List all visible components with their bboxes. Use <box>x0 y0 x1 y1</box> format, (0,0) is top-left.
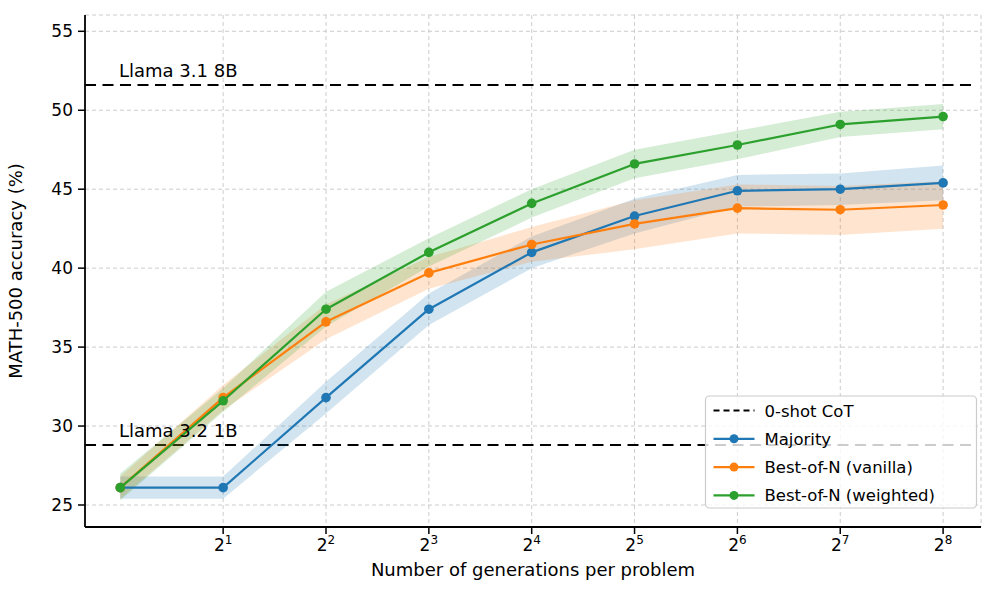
legend-entry-label: Majority <box>765 430 832 449</box>
x-tick-label: 26 <box>728 533 746 555</box>
data-point-marker <box>835 184 845 194</box>
data-point-marker <box>527 240 537 250</box>
data-point-marker <box>835 205 845 215</box>
data-point-marker <box>938 178 948 188</box>
y-tick-label: 55 <box>51 21 73 41</box>
legend-entry-label: Best-of-N (weighted) <box>765 486 935 505</box>
x-tick-label: 27 <box>831 533 849 555</box>
data-point-marker <box>321 304 331 314</box>
legend-entry-label: 0-shot CoT <box>765 402 855 421</box>
data-point-marker <box>630 159 640 169</box>
legend-sample-marker <box>730 434 739 443</box>
data-point-marker <box>424 268 434 278</box>
data-point-marker <box>424 248 434 258</box>
y-tick-label: 30 <box>51 416 73 436</box>
y-tick-label: 50 <box>51 100 73 120</box>
reference-line-label: Llama 3.2 1B <box>119 420 238 441</box>
x-tick-label: 23 <box>420 533 438 555</box>
y-tick-label: 35 <box>51 337 73 357</box>
math500-accuracy-line-chart: 25 30 35 40 45 50 55 21 22 23 24 25 26 27 28 Llama 3.1 … <box>0 0 1000 600</box>
data-point-marker <box>938 112 948 122</box>
y-tick-label: 25 <box>51 495 73 515</box>
data-point-marker <box>835 120 845 130</box>
data-point-marker <box>733 140 743 150</box>
legend-entry-label: Best-of-N (vanilla) <box>765 458 913 477</box>
data-point-marker <box>321 393 331 403</box>
x-tick-label: 24 <box>522 533 540 555</box>
y-tick-label: 40 <box>51 258 73 278</box>
data-point-marker <box>733 203 743 213</box>
data-point-marker <box>938 200 948 210</box>
y-tick-label: 45 <box>51 179 73 199</box>
data-point-marker <box>321 317 331 327</box>
data-point-marker <box>218 483 228 493</box>
reference-line-label: Llama 3.1 8B <box>119 60 238 81</box>
data-point-marker <box>424 304 434 314</box>
x-tick-label: 22 <box>317 533 335 555</box>
data-point-marker <box>116 483 126 493</box>
data-point-marker <box>630 219 640 229</box>
data-point-marker <box>733 186 743 196</box>
legend-sample-marker <box>730 491 739 500</box>
x-tick-label: 25 <box>625 533 643 555</box>
x-tick-label: 28 <box>934 533 952 555</box>
x-axis-label: Number of generations per problem <box>371 559 695 580</box>
plot-area: 25 30 35 40 45 50 55 21 22 23 24 25 26 27 28 Llama 3.1 … <box>51 15 981 555</box>
data-point-marker <box>527 199 537 209</box>
legend-sample-marker <box>730 463 739 472</box>
y-axis-label: MATH-500 accuracy (%) <box>5 163 26 379</box>
data-point-marker <box>218 396 228 406</box>
x-tick-label: 21 <box>214 533 232 555</box>
chart-figure: 25 30 35 40 45 50 55 21 22 23 24 25 26 27 28 Llama 3.1 … <box>0 0 1000 600</box>
